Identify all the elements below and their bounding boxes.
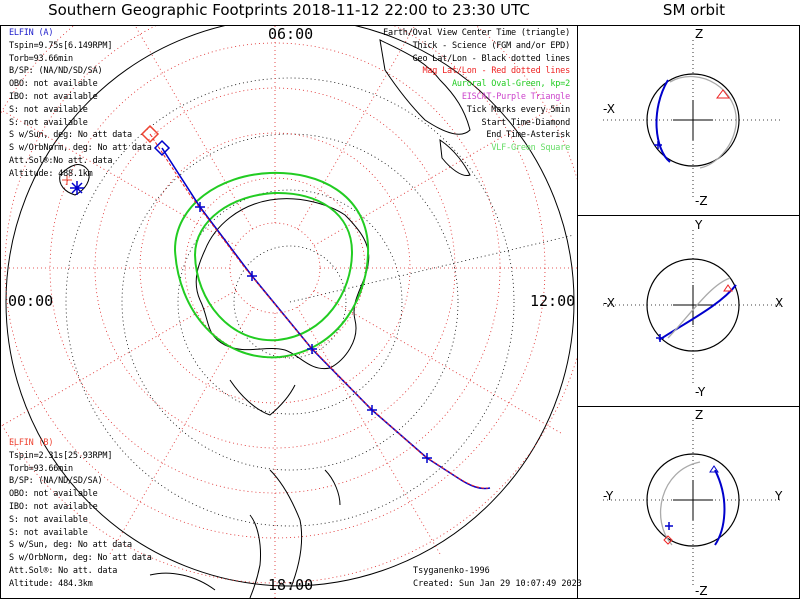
hour-label-left: 00:00 xyxy=(8,292,54,310)
elfin-b-info-line: B/SP: (NA/ND/SD/SA) xyxy=(9,476,103,487)
elfin-b-track xyxy=(149,133,489,489)
elfin-b-name: ELFIN (B) xyxy=(9,438,54,448)
sm-panel-yz xyxy=(603,420,783,585)
legend-item: Thick - Science (FGM and/or EPD) xyxy=(412,40,571,51)
auroral-oval xyxy=(173,171,370,359)
elfin-b-info: ELFIN (B) Tspin=2.31s[25.93RPM] Torb=93.6… xyxy=(9,437,152,591)
elfin-a-info: ELFIN (A) Tspin=9.75s[6.149RPM] Torb=93.6… xyxy=(9,27,152,181)
created-timestamp: Created: Sun Jan 29 10:07:49 2023 xyxy=(413,579,582,589)
elfin-a-info-line: IBO: not available xyxy=(9,91,98,102)
legend-item: Mag Lat/Lon - Red dotted lines xyxy=(422,66,570,77)
sm2-right-label: X xyxy=(775,296,784,310)
sm1-left-label: -X xyxy=(603,102,615,116)
sm3-top-label: Z xyxy=(695,408,704,422)
sm-panel-xy xyxy=(603,230,783,385)
elfin-a-info-line: S w/Sun, deg: No att data xyxy=(9,130,132,141)
elfin-a-info-line: S: not available xyxy=(9,104,88,115)
coastlines xyxy=(59,39,471,598)
elfin-a-info-line: Att.Sol®:No att. data xyxy=(9,155,113,166)
elfin-b-info-line: Altitude: 484.3km xyxy=(9,578,93,589)
elfin-b-info-line: S: not available xyxy=(9,527,88,538)
legend: Earth/Oval View Center Time (triangle) Th… xyxy=(383,27,570,155)
elfin-a-info-line: Altitude: 488.1km xyxy=(9,168,93,179)
elfin-b-start-diamond xyxy=(140,124,160,144)
track-ticks xyxy=(195,202,432,463)
elfin-b-info-line: OBO: not available xyxy=(9,489,98,500)
elfin-b-info-line: S w/Sun, deg: No att data xyxy=(9,540,132,551)
sm1-top-label: Z xyxy=(695,27,704,41)
legend-item: VLF-Green Square xyxy=(491,143,570,154)
legend-item: Start Time-Diamond xyxy=(481,117,570,128)
earth-outline xyxy=(5,26,575,587)
elfin-b-info-line: Att.Sol®: No att. data xyxy=(9,565,118,576)
geo-grid xyxy=(65,77,575,527)
sm-panel-xz xyxy=(603,40,783,200)
model-credit: Tsyganenko-1996 xyxy=(413,566,490,576)
elfin-a-info-line: S: not available xyxy=(9,117,88,128)
sm3-right-label: Y xyxy=(775,489,783,503)
elfin-a-info-line: OBO: not available xyxy=(9,79,98,90)
legend-item: Earth/Oval View Center Time (triangle) xyxy=(383,28,570,38)
elfin-b-info-line: IBO: not available xyxy=(9,501,98,512)
legend-item: EISCAT-Purple Triangle xyxy=(461,91,570,102)
elfin-a-info-line: S w/OrbNorm, deg: No att data xyxy=(9,143,152,154)
hour-label-bottom: 18:00 xyxy=(268,576,314,594)
plot-title: Southern Geographic Footprints 2018-11-1… xyxy=(48,1,530,19)
sm-orbit-title: SM orbit xyxy=(662,1,726,19)
elfin-a-info-line: Torb=93.66min xyxy=(9,53,73,64)
sm2-left-label: -X xyxy=(603,296,615,310)
elfin-b-info-line: S: not available xyxy=(9,514,88,525)
elfin-a-start-diamond xyxy=(153,139,171,157)
sm1-bottom-label: -Z xyxy=(695,194,708,208)
legend-item: Auroral Oval-Green, kp=2 xyxy=(451,79,570,90)
sm2-bottom-label: -Y xyxy=(695,385,706,399)
hour-label-top: 06:00 xyxy=(268,25,314,43)
elfin-a-name: ELFIN (A) xyxy=(9,28,54,38)
legend-item: End Time-Asterisk xyxy=(486,130,570,141)
hour-label-right: 12:00 xyxy=(530,292,576,310)
elfin-b-info-line: Torb=93.66min xyxy=(9,463,73,474)
elfin-b-info-line: S w/OrbNorm, deg: No att data xyxy=(9,553,152,564)
legend-item: Tick Marks every 5min xyxy=(466,104,570,115)
end-asterisk xyxy=(70,181,84,195)
elfin-a-info-line: Tspin=9.75s[6.149RPM] xyxy=(9,40,113,51)
elfin-a-info-line: B/SP: (NA/ND/SD/SA) xyxy=(9,66,103,77)
sm2-top-label: Y xyxy=(695,218,703,232)
legend-item: Geo Lat/Lon - Black dotted lines xyxy=(412,53,571,64)
elfin-b-info-line: Tspin=2.31s[25.93RPM] xyxy=(9,450,113,461)
sm3-left-label: -Y xyxy=(603,489,614,503)
mag-grid xyxy=(1,26,577,598)
sm3-bottom-label: -Z xyxy=(695,584,708,598)
